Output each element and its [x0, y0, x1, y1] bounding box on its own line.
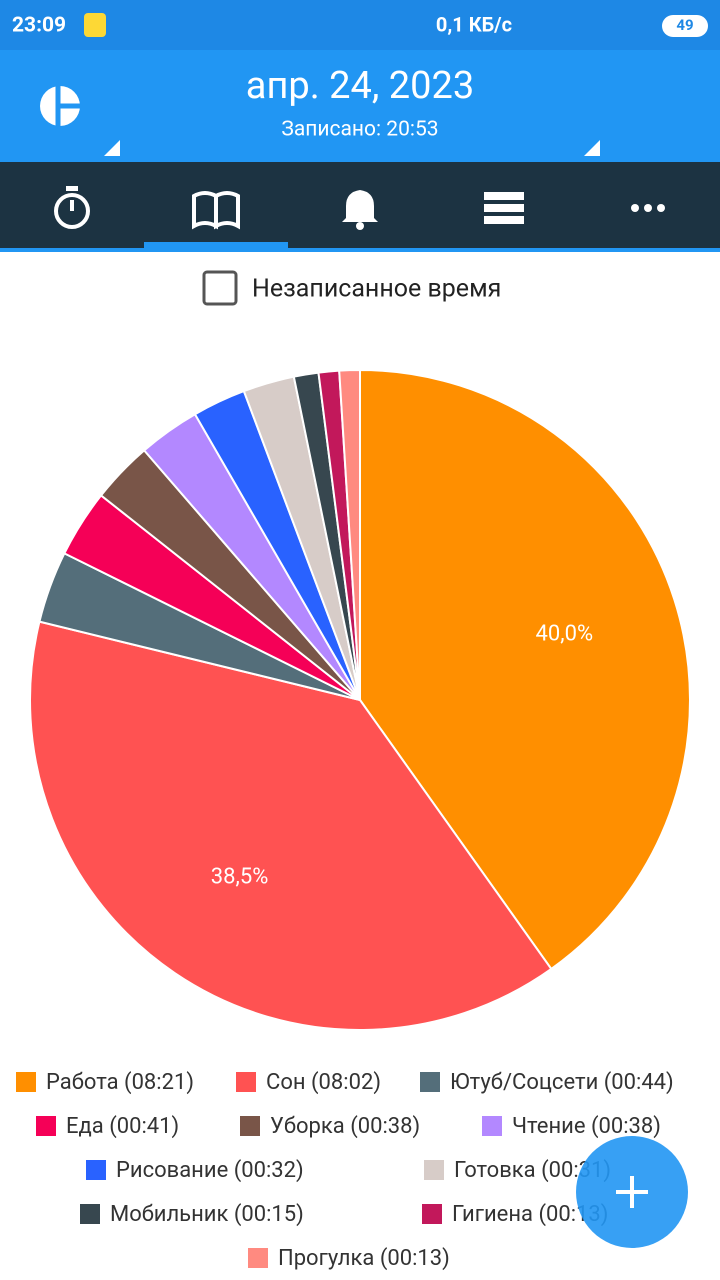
tab-journal[interactable]	[192, 191, 240, 230]
legend-swatch	[86, 1160, 106, 1180]
battery	[662, 15, 708, 37]
legend-swatch	[424, 1160, 444, 1180]
legend-swatch	[248, 1248, 268, 1268]
legend-swatch	[16, 1072, 36, 1092]
legend-label: Мобильник (00:15)	[110, 1202, 304, 1227]
tab-more[interactable]	[631, 204, 665, 212]
legend-label: Уборка (00:38)	[270, 1114, 420, 1139]
legend-label: Работа (08:21)	[46, 1070, 194, 1095]
legend-swatch	[482, 1116, 502, 1136]
pie-slice	[29, 620, 553, 1031]
status-bar	[0, 0, 720, 50]
legend-swatch	[420, 1072, 440, 1092]
active-tab-indicator	[144, 242, 288, 248]
notification-icon	[84, 13, 106, 37]
legend-label: Прогулка (00:13)	[278, 1246, 450, 1271]
legend-label: Еда (00:41)	[66, 1114, 179, 1139]
tab-bar-border	[0, 248, 720, 252]
battery-level: 49	[676, 16, 693, 34]
status-time: 23:09	[12, 14, 66, 38]
tab-list[interactable]	[484, 192, 524, 224]
legend-label: Сон (08:02)	[266, 1070, 381, 1095]
dropdown-arrow[interactable]	[104, 140, 120, 156]
app-logo-cut	[55, 86, 80, 126]
slice-label: 40,0%	[536, 622, 594, 647]
legend-swatch	[240, 1116, 260, 1136]
header-recorded: Записано: 20:53	[281, 118, 438, 142]
network-speed: 0,1 КБ/с	[436, 12, 512, 36]
dropdown-arrow[interactable]	[584, 140, 600, 156]
legend-swatch	[36, 1116, 56, 1136]
slice-label: 38,5%	[211, 864, 269, 889]
header-date[interactable]: апр. 24, 2023	[246, 64, 474, 108]
checkbox[interactable]	[202, 270, 238, 306]
legend-swatch	[236, 1072, 256, 1092]
legend-label: Ютуб/Соцсети (00:44)	[450, 1070, 674, 1095]
legend-swatch	[80, 1204, 100, 1224]
pie-slice	[359, 368, 691, 971]
checkbox-label[interactable]: Незаписанное время	[252, 275, 501, 304]
tab-reminders[interactable]	[342, 190, 378, 230]
pie-slice	[338, 368, 361, 701]
legend-label: Рисование (00:32)	[116, 1158, 304, 1183]
legend-swatch	[422, 1204, 442, 1224]
pie-chart: 40,0% 38,5% Работа (08:21) Сон (08:02) Ютуб/…	[16, 368, 691, 1271]
tab-timer[interactable]	[54, 186, 90, 229]
legend-label: Чтение (00:38)	[512, 1114, 661, 1139]
add-icon	[616, 1176, 648, 1208]
